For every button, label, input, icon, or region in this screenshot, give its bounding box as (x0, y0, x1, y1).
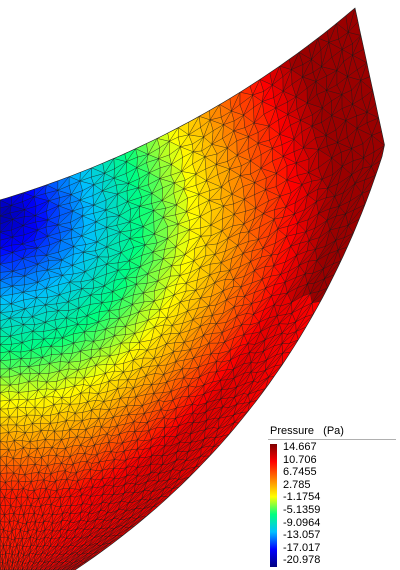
tick-label: 10.706 (283, 453, 317, 466)
legend-title: Pressure (Pa) (270, 425, 344, 437)
tick-label: 14.667 (283, 441, 317, 453)
colorbar-tick-labels: 14.667 10.706 6.7455 2.785 -1.1754 -5.13… (283, 441, 320, 567)
tick-label: -20.978 (283, 554, 321, 567)
tick-label: -9.0964 (283, 516, 321, 529)
tick-label: -1.1754 (283, 491, 321, 504)
tick-label: 6.7455 (283, 466, 317, 479)
colorbar (270, 444, 277, 567)
tick-label: -5.1359 (283, 503, 321, 516)
tick-label: 2.785 (283, 478, 311, 491)
tick-label: -13.057 (283, 529, 321, 542)
tick-label: -17.017 (283, 541, 321, 554)
legend-divider (268, 439, 396, 440)
